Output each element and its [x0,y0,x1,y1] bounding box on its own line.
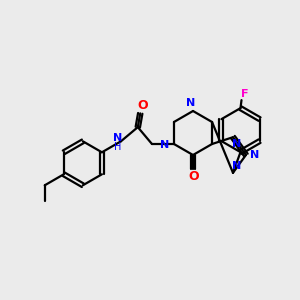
Text: H: H [114,142,122,152]
Text: N: N [113,133,123,143]
Text: F: F [241,89,248,99]
Text: N: N [250,150,260,160]
Text: N: N [232,139,242,149]
Text: O: O [189,170,199,184]
Text: N: N [160,140,170,150]
Text: N: N [232,161,242,171]
Text: O: O [137,99,148,112]
Text: N: N [186,98,196,108]
